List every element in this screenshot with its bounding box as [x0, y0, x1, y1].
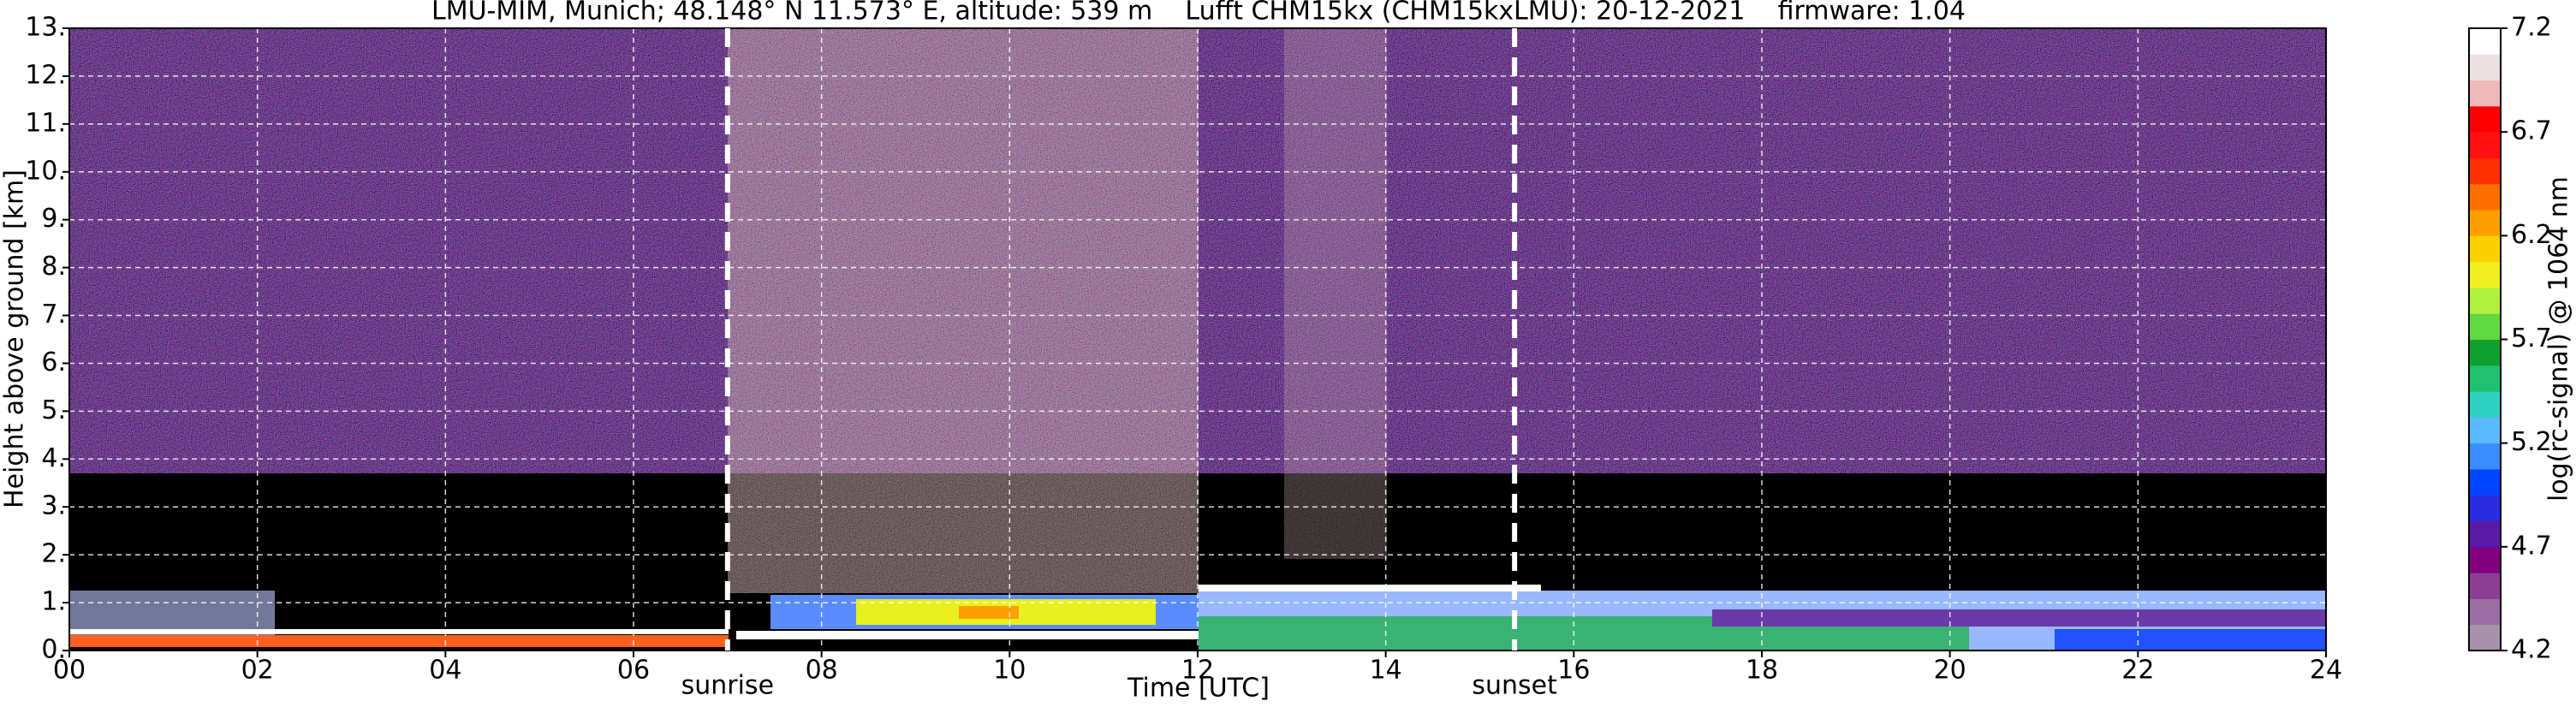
x-tick-label: 04 [429, 656, 461, 686]
y-tick-label: 4. [41, 443, 66, 473]
y-tick-label: 10. [25, 156, 66, 186]
colorbar-segment [2469, 132, 2501, 158]
x-tick-label: 02 [241, 656, 274, 686]
x-tick-label: 18 [1746, 656, 1778, 686]
y-tick-label: 13. [25, 13, 66, 43]
y-tick-label: 5. [41, 395, 66, 425]
x-tick-label: 12 [1181, 656, 1214, 686]
colorbar-segment [2469, 80, 2501, 107]
y-tick-label: 1. [41, 587, 66, 617]
colorbar-tick-label: 4.7 [2511, 531, 2552, 561]
colorbar-segment [2469, 598, 2501, 626]
colorbar-segment [2469, 235, 2501, 263]
colorbar-tick-label: 6.7 [2511, 116, 2552, 146]
colorbar-segment [2469, 443, 2501, 470]
y-tick-label: 3. [41, 491, 66, 521]
plot-frame [68, 27, 2327, 651]
y-tick-label: 2. [41, 539, 66, 569]
colorbar-segment [2469, 339, 2501, 366]
y-tick-label: 0. [41, 635, 66, 665]
colorbar-segment [2469, 624, 2501, 651]
x-tick-label: 06 [617, 656, 650, 686]
colorbar-segment [2469, 157, 2501, 185]
colorbar-segment [2469, 573, 2501, 599]
event-label: sunrise [681, 671, 774, 701]
colorbar-tick-label: 5.7 [2511, 324, 2552, 354]
colorbar-segment [2469, 28, 2501, 55]
colorbar-segment [2469, 287, 2501, 314]
colorbar-segment [2469, 495, 2501, 522]
x-axis-label: Time [UTC] [1127, 674, 1270, 704]
colorbar-tick-label: 5.2 [2511, 427, 2552, 457]
colorbar-segment [2469, 261, 2501, 288]
colorbar-segment [2469, 468, 2501, 496]
x-tick-label: 16 [1557, 656, 1590, 686]
x-tick-label: 10 [993, 656, 1026, 686]
event-label: sunset [1472, 671, 1557, 701]
y-tick-label: 12. [25, 60, 66, 90]
x-tick-label: 14 [1370, 656, 1402, 686]
y-tick-label: 6. [41, 348, 66, 377]
colorbar-tick-label: 7.2 [2511, 13, 2552, 43]
y-axis-label: Height above ground [km] [0, 169, 30, 508]
x-tick-label: 20 [1934, 656, 1966, 686]
y-tick-label: 9. [41, 204, 66, 234]
x-tick-label: 22 [2121, 656, 2154, 686]
colorbar-segment [2469, 546, 2501, 573]
colorbar-segment [2469, 54, 2501, 81]
chart-title: LMU-MIM, Munich; 48.148° N 11.573° E, al… [431, 0, 1966, 27]
x-tick-label: 08 [806, 656, 838, 686]
x-tick-label: 24 [2310, 656, 2342, 686]
x-tick-label: 00 [53, 656, 86, 686]
colorbar-segment [2469, 520, 2501, 548]
colorbar-tick-label: 4.2 [2511, 635, 2552, 665]
colorbar-segment [2469, 105, 2501, 133]
colorbar-label: log(rc-signal) @ 1064 nm [2544, 176, 2574, 502]
colorbar-segment [2469, 313, 2501, 340]
colorbar-segment [2469, 210, 2501, 236]
colorbar-segment [2469, 417, 2501, 444]
y-tick-label: 8. [41, 252, 66, 282]
y-tick-label: 11. [25, 108, 66, 138]
colorbar-segment [2469, 183, 2501, 211]
colorbar-tick-label: 6.2 [2511, 220, 2552, 250]
y-tick-label: 7. [41, 300, 66, 330]
colorbar-segment [2469, 391, 2501, 418]
colorbar-segment [2469, 365, 2501, 392]
